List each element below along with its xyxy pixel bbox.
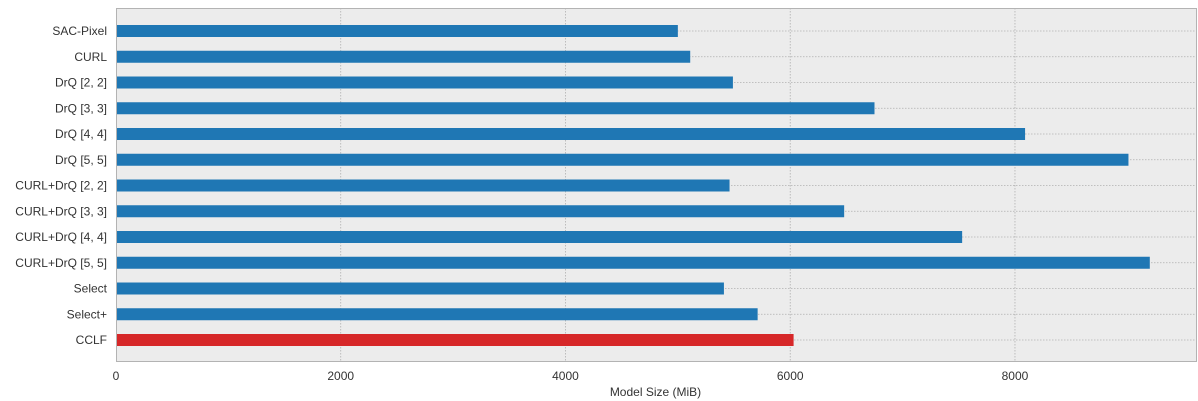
bars [116,25,1150,346]
y-tick-label: DrQ [4, 4] [55,127,107,141]
y-tick-label: CURL+DrQ [3, 3] [15,204,107,218]
bar [116,205,845,218]
bar [116,179,730,192]
y-tick-label: CURL+DrQ [4, 4] [15,230,107,244]
bar [116,231,963,243]
x-tick-label: 8000 [1002,369,1029,383]
y-tick-label: CURL [74,50,107,64]
x-tick-label: 2000 [327,369,354,383]
bar [116,102,875,115]
x-axis-labels: 0 2000 4000 6000 8000 [113,369,1029,383]
y-tick-label: DrQ [3, 3] [55,101,107,115]
y-tick-label: Select+ [67,307,107,321]
bar [116,256,1150,269]
x-axis-title: Model Size (MiB) [610,385,701,399]
bar [116,76,733,89]
y-tick-label: CURL+DrQ [5, 5] [15,256,107,270]
bar [116,308,758,321]
x-tick-label: 0 [113,369,120,383]
y-tick-label: CCLF [76,333,107,347]
bar [116,282,724,295]
bar [116,50,691,63]
bar [116,334,794,346]
y-tick-label: CURL+DrQ [2, 2] [15,179,107,193]
y-tick-label: Select [74,282,108,296]
y-tick-label: DrQ [2, 2] [55,76,107,90]
y-axis-labels: SAC-Pixel CURL DrQ [2, 2] DrQ [3, 3] DrQ [4,… [15,24,107,347]
y-tick-label: SAC-Pixel [52,24,107,38]
plot-frame [116,8,1197,362]
y-tick-label: DrQ [5, 5] [55,153,107,167]
bar [116,128,1026,140]
bar [116,25,678,37]
bar [116,153,1129,166]
x-tick-label: 6000 [777,369,804,383]
x-tick-label: 4000 [552,369,579,383]
